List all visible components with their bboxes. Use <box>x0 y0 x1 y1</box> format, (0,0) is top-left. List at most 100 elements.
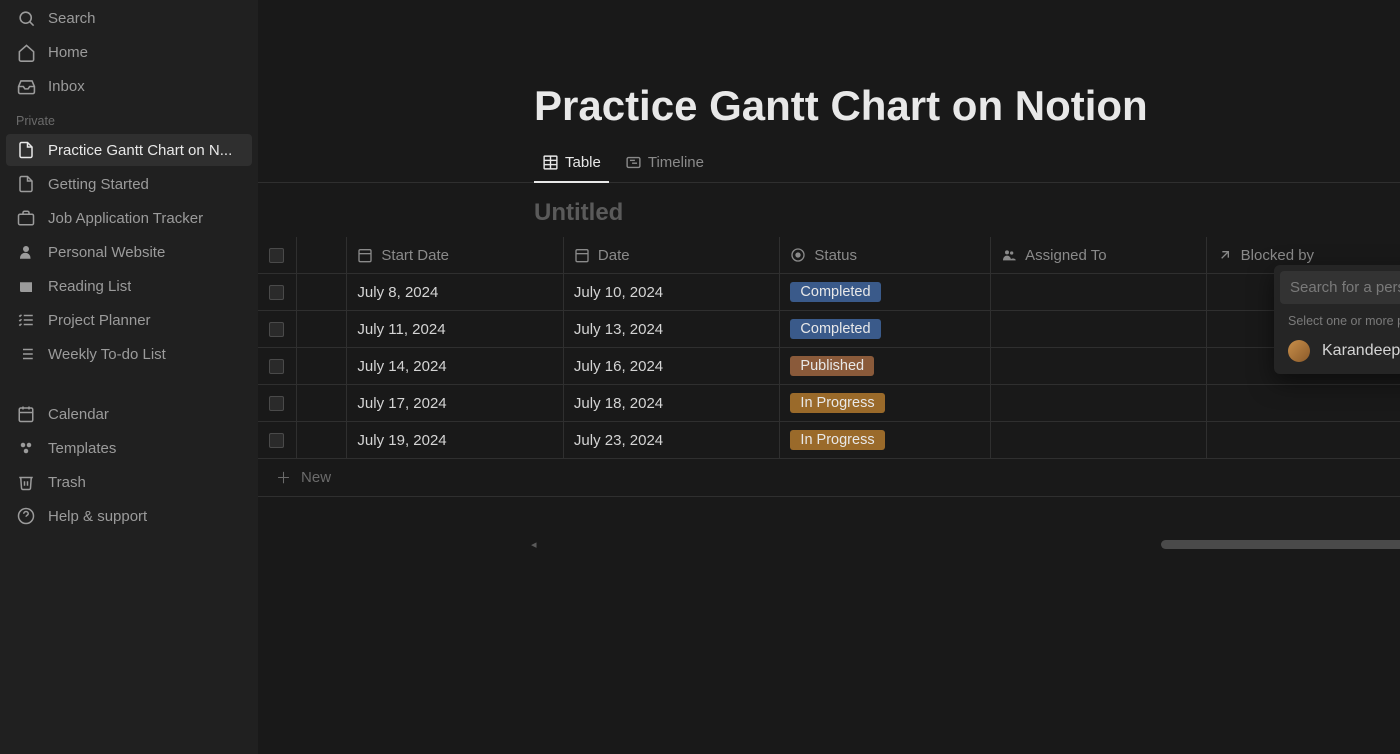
page-title[interactable]: Practice Gantt Chart on Notion <box>258 0 1400 148</box>
sidebar-item-personal-website[interactable]: Personal Website <box>6 236 252 268</box>
person-icon <box>16 243 36 261</box>
cell-name[interactable] <box>297 274 348 310</box>
cell-assign[interactable] <box>991 274 1207 310</box>
sidebar-item-getting-started[interactable]: Getting Started <box>6 168 252 200</box>
select-all-checkbox[interactable] <box>258 237 297 273</box>
database-title[interactable]: Untitled <box>258 195 1400 237</box>
table-row[interactable]: July 11, 2024July 13, 2024Completed <box>258 311 1400 348</box>
person-search-input[interactable] <box>1280 271 1400 304</box>
table-row[interactable]: July 19, 2024July 23, 2024In Progress <box>258 422 1400 459</box>
horizontal-scrollbar[interactable]: ◂ <box>523 537 1400 551</box>
table-row[interactable]: July 14, 2024July 16, 2024Published <box>258 348 1400 385</box>
person-picker-hint: Select one or more people <box>1280 304 1400 334</box>
sidebar-item-practice-gantt-chart-on-n[interactable]: Practice Gantt Chart on N... <box>6 134 252 166</box>
sidebar-item-job-application-tracker[interactable]: Job Application Tracker <box>6 202 252 234</box>
view-tab-timeline[interactable]: Timeline <box>617 148 712 183</box>
main-content: Practice Gantt Chart on Notion Table Time… <box>258 0 1400 754</box>
scroll-left-caret-icon[interactable]: ◂ <box>523 538 545 551</box>
briefcase-icon <box>16 209 36 227</box>
sidebar-item-label: Inbox <box>48 78 85 95</box>
cell-assign[interactable] <box>991 311 1207 347</box>
row-checkbox[interactable] <box>258 274 297 310</box>
column-header-date[interactable]: Date <box>564 237 781 273</box>
sidebar-section-label: Private <box>6 104 252 132</box>
sidebar: Search Home Inbox Private Practice Gantt C… <box>0 0 258 754</box>
calcol-icon <box>574 247 590 263</box>
cell-status[interactable]: Completed <box>780 311 991 347</box>
new-row-label: New <box>301 469 331 486</box>
person-option[interactable]: Karandeep Arora <box>1280 334 1400 368</box>
sidebar-item-project-planner[interactable]: Project Planner <box>6 304 252 336</box>
sidebar-item-trash[interactable]: Trash <box>6 466 252 498</box>
sidebar-item-label: Weekly To-do List <box>48 346 166 363</box>
sidebar-item-help-support[interactable]: Help & support <box>6 500 252 532</box>
avatar <box>1288 340 1310 362</box>
sidebar-item-weekly-to-do-list[interactable]: Weekly To-do List <box>6 338 252 370</box>
person-name: Karandeep Arora <box>1322 342 1400 360</box>
column-header-assigned-to[interactable]: Assigned To <box>991 237 1207 273</box>
cell-date[interactable]: July 10, 2024 <box>564 274 781 310</box>
cell-date[interactable]: July 16, 2024 <box>564 348 781 384</box>
status-badge: In Progress <box>790 393 884 413</box>
cell-start[interactable]: July 17, 2024 <box>347 385 564 421</box>
relation-icon <box>1217 247 1233 263</box>
cell-date[interactable]: July 18, 2024 <box>564 385 781 421</box>
sidebar-item-search[interactable]: Search <box>6 2 252 34</box>
cell-name[interactable] <box>297 422 348 458</box>
cell-name[interactable] <box>297 385 348 421</box>
row-checkbox[interactable] <box>258 348 297 384</box>
inbox-icon <box>16 77 36 96</box>
cell-start[interactable]: July 8, 2024 <box>347 274 564 310</box>
sidebar-item-calendar[interactable]: Calendar <box>6 398 252 430</box>
row-checkbox[interactable] <box>258 422 297 458</box>
view-tab-label: Table <box>565 154 601 171</box>
new-row-button[interactable]: ＋ New <box>258 459 1400 497</box>
cell-start[interactable]: July 14, 2024 <box>347 348 564 384</box>
cell-start[interactable]: July 19, 2024 <box>347 422 564 458</box>
home-icon <box>16 43 36 62</box>
sidebar-item-inbox[interactable]: Inbox <box>6 70 252 102</box>
cell-name[interactable] <box>297 311 348 347</box>
view-tab-table[interactable]: Table <box>534 148 609 183</box>
cell-blocked[interactable] <box>1207 385 1400 421</box>
cell-assign[interactable] <box>991 385 1207 421</box>
cell-start[interactable]: July 11, 2024 <box>347 311 564 347</box>
calcol-icon <box>357 247 373 263</box>
timeline-icon <box>625 154 642 171</box>
sidebar-item-label: Home <box>48 44 88 61</box>
table-header-row: Start DateDateStatusAssigned ToBlocked b… <box>258 237 1400 274</box>
view-tabs: Table Timeline <box>258 148 1400 183</box>
sidebar-item-home[interactable]: Home <box>6 36 252 68</box>
column-header-label: Start Date <box>381 247 449 264</box>
column-header-status[interactable]: Status <box>780 237 991 273</box>
people-icon <box>1001 247 1017 263</box>
cell-status[interactable]: In Progress <box>780 422 991 458</box>
page-icon <box>16 141 36 159</box>
cell-date[interactable]: July 13, 2024 <box>564 311 781 347</box>
help-icon <box>16 507 36 525</box>
cell-status[interactable]: Published <box>780 348 991 384</box>
list-icon <box>16 345 36 363</box>
cell-status[interactable]: Completed <box>780 274 991 310</box>
sidebar-item-label: Search <box>48 10 96 27</box>
table-row[interactable]: July 8, 2024July 10, 2024Completed <box>258 274 1400 311</box>
cell-name[interactable] <box>297 348 348 384</box>
cell-status[interactable]: In Progress <box>780 385 991 421</box>
cell-assign[interactable] <box>991 422 1207 458</box>
cell-blocked[interactable] <box>1207 422 1400 458</box>
table-row[interactable]: July 17, 2024July 18, 2024 In Progress <box>258 385 1400 422</box>
cell-assign[interactable] <box>991 348 1207 384</box>
row-checkbox[interactable] <box>258 385 297 421</box>
table-icon <box>542 154 559 171</box>
column-name-gap <box>297 237 348 273</box>
scrollbar-thumb[interactable] <box>1161 540 1400 549</box>
column-header-start-date[interactable]: Start Date <box>347 237 564 273</box>
sidebar-item-templates[interactable]: Templates <box>6 432 252 464</box>
sidebar-item-reading-list[interactable]: Reading List <box>6 270 252 302</box>
cell-date[interactable]: July 23, 2024 <box>564 422 781 458</box>
checklist-icon <box>16 311 36 329</box>
plus-icon: ＋ <box>276 467 291 488</box>
row-checkbox[interactable] <box>258 311 297 347</box>
sidebar-item-label: Templates <box>48 440 116 457</box>
sidebar-item-label: Practice Gantt Chart on N... <box>48 142 232 159</box>
